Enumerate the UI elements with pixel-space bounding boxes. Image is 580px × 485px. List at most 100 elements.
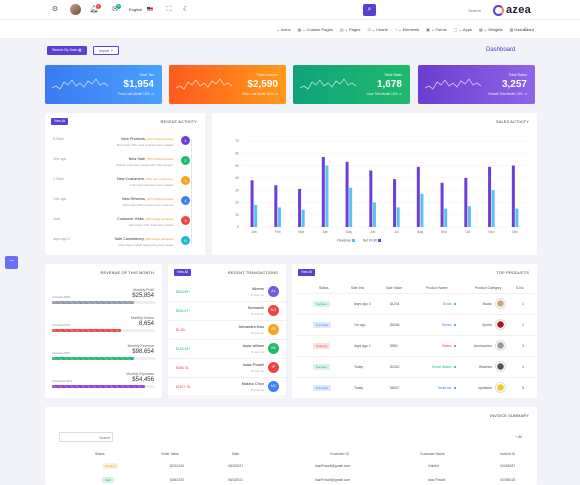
bar-revenue[interactable] <box>372 202 376 227</box>
bar-revenue[interactable] <box>349 187 353 227</box>
stat-card: Total Stats 1,678 Lose This Month 15% ⊙ <box>293 65 410 104</box>
bar-net-profit[interactable] <box>511 165 515 227</box>
transaction-row[interactable]: $193.45+ Isaac william Fl rest mv IW <box>168 339 286 359</box>
menu-item-widgets[interactable]: ▦ ⌄ Widgets <box>479 27 503 32</box>
products-view-all-button[interactable]: View All <box>298 269 316 276</box>
transaction-amount: $193.45+ <box>176 347 191 351</box>
stat-value: 1,678 <box>376 79 402 90</box>
message-icon[interactable]: ✉ <box>112 6 118 13</box>
product-row[interactable]: Outgoing days ago 2 $580 Watch Accessories 3 <box>296 335 536 357</box>
bar-revenue[interactable] <box>325 165 329 227</box>
box-icon: ▣ <box>426 27 431 32</box>
file-icon: ▢ <box>453 27 458 32</box>
main-menu-bar: ⌄ Icons ▦ ⌄ Custom Pages ▤ ⌄ Pages ⊡ ⌄ Charts ◔… <box>0 20 580 39</box>
invoice-add-button[interactable]: + All <box>515 435 522 439</box>
stat-pct: 61% <box>267 92 274 96</box>
invoice-col-customer-id: Customer ID <box>330 452 350 456</box>
bar-net-profit[interactable] <box>393 179 397 227</box>
product-status-badge: Success <box>313 301 330 307</box>
transaction-avatar: AK <box>268 324 279 335</box>
moon-icon[interactable]: ☾ <box>182 6 190 13</box>
invoice-search-field[interactable] <box>59 432 113 442</box>
invoice-search-input[interactable] <box>60 433 113 442</box>
revenue-progress-fill <box>52 357 135 360</box>
bar-revenue[interactable] <box>254 204 258 227</box>
bell-icon[interactable]: 🔔︎ <box>89 6 99 13</box>
bar-net-profit[interactable] <box>274 185 278 227</box>
import-button[interactable]: Import ⇪ <box>93 46 120 55</box>
bar-net-profit[interactable] <box>345 161 349 227</box>
x-tick-label: Oct <box>465 230 470 234</box>
home-icon[interactable]: ⌂ <box>523 26 529 33</box>
menu-item-charts[interactable]: ⊡ ⌄ Charts <box>367 27 388 32</box>
bar-revenue[interactable] <box>444 208 448 227</box>
top-products-panel: View All TOP PRODUCTS <box>292 264 537 398</box>
bar-revenue[interactable] <box>301 209 305 227</box>
menu-item-icons[interactable]: ⌄ Icons <box>276 27 291 32</box>
transaction-row[interactable]: $543.89+ Alberto Fl rest mv AL <box>168 282 286 302</box>
y-tick-label: 0 <box>237 225 239 229</box>
product-row[interactable]: Success Today $2342 Smart Watch Watches 4 <box>296 356 536 378</box>
transaction-row[interactable]: $534.67+ Normachi Fl rest mv NO <box>168 301 286 321</box>
bar-revenue[interactable] <box>277 207 281 227</box>
product-name-text: Boots <box>442 302 452 306</box>
bar-net-profit[interactable] <box>440 182 444 227</box>
transactions-title: RECENT TRANSACTIONS <box>227 271 278 275</box>
avatar[interactable] <box>70 4 81 15</box>
menu-item-apps[interactable]: ▢ ⌄ Apps <box>453 27 473 32</box>
activity-item: days ago 3 Sale Consistency, 80% target a… <box>45 235 203 256</box>
bar-net-profit[interactable] <box>488 166 492 227</box>
menu-item-forms[interactable]: ▣ ⌄ Forms <box>426 27 447 32</box>
stat-pct: 15% <box>391 92 398 96</box>
fullscreen-icon[interactable]: ⛶ <box>166 6 172 13</box>
bar-net-profit[interactable] <box>298 188 302 227</box>
activity-view-all-button[interactable]: View All <box>51 118 69 125</box>
menu-item-dashboard[interactable]: ▦ Dashboard <box>509 27 534 32</box>
transaction-amount: $543.89+ <box>176 290 191 294</box>
activity-title-main: Customer Visits, <box>117 217 145 221</box>
bar-net-profit[interactable] <box>464 177 468 227</box>
menu-item-pages[interactable]: ▤ ⌄ Pages <box>339 27 361 32</box>
transaction-row[interactable]: $1577.78- Makino Chon Fl rest mv MC <box>168 377 286 397</box>
transaction-row[interactable]: $1.80- Alexandra Kius Fl rest mv AK <box>168 320 286 340</box>
search-input[interactable] <box>377 4 485 16</box>
bar-revenue[interactable] <box>396 207 400 227</box>
product-name: Shoes <box>442 323 456 327</box>
product-category: Books <box>482 302 492 306</box>
sparkline-graphic <box>300 78 357 90</box>
revenue-progress-bar <box>52 329 155 332</box>
bar-revenue[interactable] <box>515 208 519 227</box>
legend-label[interactable]: Revenue <box>337 239 351 243</box>
product-row[interactable]: Top Seller 1hr ago $5436 Shoes Sports 2 <box>296 314 536 336</box>
x-tick-label: Dec <box>512 230 518 234</box>
activity-number-badge: 6 <box>181 236 190 245</box>
calendar-icon: ▦ <box>78 48 82 52</box>
chevron-down-icon: ⌄ <box>344 27 348 32</box>
bar-revenue[interactable] <box>491 190 495 227</box>
bar-revenue[interactable] <box>467 206 471 227</box>
bar-revenue[interactable] <box>420 193 424 227</box>
invoice-col-date: Date <box>232 452 240 456</box>
activity-desc: More than 300 reviews were received <box>123 203 173 207</box>
invoice-order-value: $450,870 <box>170 478 185 482</box>
menu-item-elements[interactable]: ◔ ⌄ Elements <box>394 27 420 32</box>
gear-icon[interactable]: ⚙ <box>51 6 59 13</box>
bar-net-profit[interactable] <box>321 156 325 227</box>
language-selector[interactable]: English <box>129 7 143 12</box>
invoice-customer-name: Isan Powell <box>428 478 446 482</box>
sidebar-toggle-button[interactable]: − <box>5 256 18 269</box>
transactions-view-all-button[interactable]: View All <box>174 269 192 276</box>
product-row[interactable]: Success days ago 3 $1234 Boots Books 1 <box>296 293 536 315</box>
activity-time: 2:00pm <box>53 177 65 181</box>
search-by-date-button[interactable]: Search By Date ▦ <box>47 46 87 55</box>
stat-title: Total Stats <box>384 73 402 77</box>
bar-net-profit[interactable] <box>250 180 254 227</box>
search-button[interactable]: ⌕ <box>363 4 376 16</box>
logo[interactable]: azea <box>493 3 531 17</box>
menu-item-custom-pages[interactable]: ▦ ⌄ Custom Pages <box>297 27 333 32</box>
bar-net-profit[interactable] <box>369 170 373 227</box>
transaction-row[interactable]: $456.78- Isaac Powell Fl rest mv IP <box>168 358 286 378</box>
product-row[interactable]: Top Seller Today $6427 Head set speakers 5 <box>296 377 536 399</box>
bar-net-profit[interactable] <box>416 166 420 227</box>
legend-label[interactable]: Net Profit <box>363 239 377 243</box>
